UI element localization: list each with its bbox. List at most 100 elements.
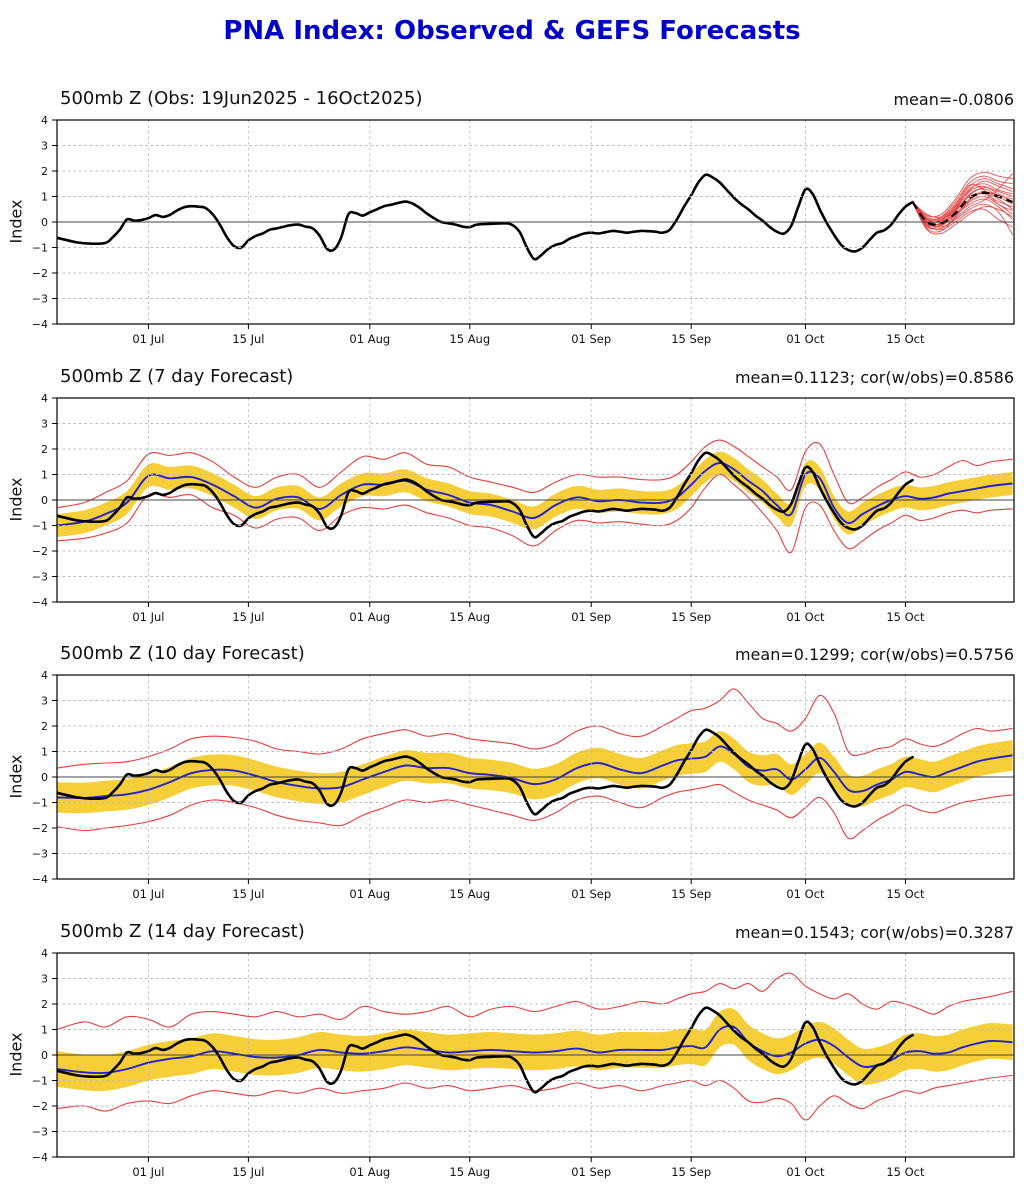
x-tick-label: 01 Sep [571, 332, 611, 346]
y-tick-label: 4 [41, 947, 48, 960]
gefs-member-line [912, 180, 1013, 226]
y-tick-label: 0 [41, 1049, 48, 1062]
panel-4-plot: 4 3 2 1 0 −1 −2 −3 −4 01 Jul 15 Jul 01 Aug 15 Aug 01 … [32, 947, 1015, 1179]
page-title: PNA Index: Observed & GEFS Forecasts [223, 16, 801, 46]
x-tick-label: 01 Aug [349, 610, 390, 624]
y-tick-label: 2 [41, 720, 48, 733]
ensemble-min-line [57, 1074, 1013, 1121]
y-axis-label-1: Index [6, 199, 26, 244]
y-tick-label: 1 [41, 469, 48, 482]
x-tick-label: 15 Jul [232, 1165, 264, 1179]
panel-1-annotation: mean=-0.0806 [893, 90, 1014, 109]
ensemble-max-line [57, 439, 1013, 509]
gefs-member-line [912, 178, 1013, 227]
y-tick-label: 3 [41, 973, 48, 986]
y-tick-label: −4 [32, 318, 48, 331]
y-tick-label: −3 [32, 848, 48, 861]
x-tick-label: 15 Sep [671, 1165, 711, 1179]
x-tick-label: 01 Aug [349, 332, 390, 346]
y-tick-label: 0 [41, 494, 48, 507]
observed-line [57, 1006, 914, 1094]
x-tick-label: 01 Jul [132, 887, 164, 901]
panel-4-title: 500mb Z (14 day Forecast) [60, 921, 305, 942]
x-tick-label: 01 Sep [571, 1165, 611, 1179]
gefs-member-line [912, 187, 1013, 230]
panel-1-plot: 4 3 2 1 0 −1 −2 −3 −4 01 Jul 15 Jul 01 Aug 15 Aug 01 … [32, 114, 1015, 346]
y-tick-label: −3 [32, 571, 48, 584]
y-tick-label: −4 [32, 596, 48, 609]
x-tick-label: 01 Jul [132, 610, 164, 624]
x-tick-label: 15 Jul [232, 332, 264, 346]
y-tick-label: 0 [41, 771, 48, 784]
y-axis-label-3: Index [6, 754, 26, 799]
y-tick-label: 4 [41, 114, 48, 127]
panel-1-title: 500mb Z (Obs: 19Jun2025 - 16Oct2025) [60, 88, 423, 109]
y-tick-label: 2 [41, 443, 48, 456]
x-tick-label: 15 Sep [671, 332, 711, 346]
panel-3-plot: 4 3 2 1 0 −1 −2 −3 −4 01 Jul 15 Jul 01 Aug 15 Aug 01 … [32, 669, 1015, 901]
y-tick-label: −4 [32, 873, 48, 886]
x-tick-label: 01 Sep [571, 887, 611, 901]
panel-2-title: 500mb Z (7 day Forecast) [60, 366, 294, 387]
y-tick-label: −4 [32, 1151, 48, 1164]
x-tick-label: 15 Oct [886, 332, 925, 346]
y-tick-label: −2 [32, 267, 48, 280]
gefs-member-line [912, 192, 1013, 230]
ensemble-max-line [57, 972, 1013, 1031]
x-tick-label: 01 Aug [349, 1165, 390, 1179]
x-tick-label: 15 Aug [449, 1165, 490, 1179]
y-tick-label: 1 [41, 746, 48, 759]
x-tick-label: 15 Aug [449, 332, 490, 346]
observed-line [57, 173, 914, 261]
x-tick-label: 15 Jul [232, 887, 264, 901]
y-tick-label: −2 [32, 545, 48, 558]
y-tick-label: 0 [41, 216, 48, 229]
x-tick-label: 01 Oct [786, 332, 825, 346]
panel-3-title: 500mb Z (10 day Forecast) [60, 643, 305, 664]
x-tick-label: 01 Aug [349, 887, 390, 901]
y-tick-label: −3 [32, 1126, 48, 1139]
y-tick-label: 4 [41, 392, 48, 405]
x-tick-label: 01 Jul [132, 1165, 164, 1179]
panel-2-annotation: mean=0.1123; cor(w/obs)=0.8586 [734, 368, 1014, 387]
y-tick-label: −1 [32, 1075, 48, 1088]
y-tick-label: −1 [32, 520, 48, 533]
x-tick-label: 01 Oct [786, 610, 825, 624]
y-tick-label: −3 [32, 293, 48, 306]
y-tick-label: −2 [32, 822, 48, 835]
forecast-mean-line [57, 745, 1013, 799]
x-tick-label: 15 Sep [671, 610, 711, 624]
y-tick-label: 4 [41, 669, 48, 682]
ensemble-min-line [57, 473, 1013, 554]
ensemble-spread-band [57, 731, 1013, 814]
x-tick-label: 15 Sep [671, 887, 711, 901]
x-tick-label: 01 Oct [786, 1165, 825, 1179]
y-tick-label: 3 [41, 418, 48, 431]
y-axis-label-4: Index [6, 1032, 26, 1077]
x-tick-label: 01 Oct [786, 887, 825, 901]
x-tick-label: 15 Aug [449, 610, 490, 624]
observed-line [57, 451, 914, 539]
x-tick-label: 15 Oct [886, 887, 925, 901]
gefs-member-line [912, 171, 1013, 218]
gefs-member-line [912, 173, 1013, 233]
x-tick-label: 15 Jul [232, 610, 264, 624]
gefs-member-line [912, 201, 1013, 235]
gefs-member-line [912, 183, 1013, 219]
gefs-ensemble-mean-dashed [911, 191, 1014, 226]
panel-4-annotation: mean=0.1543; cor(w/obs)=0.3287 [734, 923, 1014, 942]
y-tick-label: 2 [41, 165, 48, 178]
y-axis-label-2: Index [6, 477, 26, 522]
y-tick-label: −1 [32, 797, 48, 810]
panel-3-annotation: mean=0.1299; cor(w/obs)=0.5756 [734, 645, 1014, 664]
y-tick-label: 1 [41, 1024, 48, 1037]
gefs-member-line [912, 175, 1013, 221]
y-tick-label: −1 [32, 242, 48, 255]
y-tick-label: −2 [32, 1100, 48, 1113]
x-tick-label: 15 Aug [449, 887, 490, 901]
ensemble-spread-band [57, 451, 1013, 537]
x-tick-label: 15 Oct [886, 1165, 925, 1179]
y-tick-label: 1 [41, 191, 48, 204]
x-tick-label: 01 Jul [132, 332, 164, 346]
